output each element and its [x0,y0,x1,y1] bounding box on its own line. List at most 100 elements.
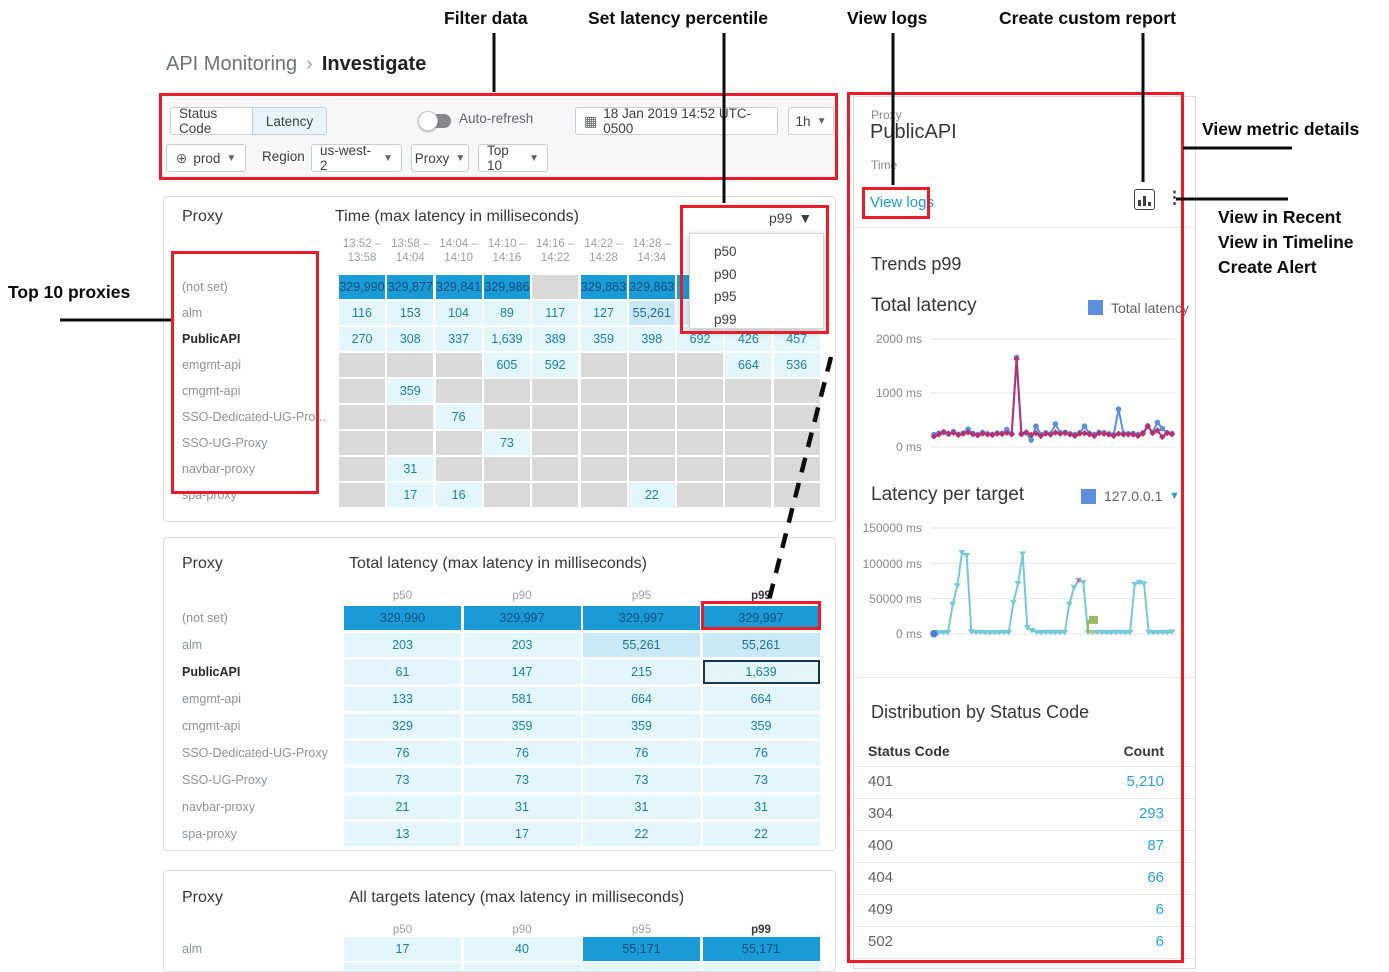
matrix-cell[interactable]: 55,261 [583,633,700,657]
matrix-cell[interactable] [725,457,772,481]
proxy-dropdown[interactable]: Proxy ▼ [411,144,469,172]
matrix-cell[interactable] [677,431,724,455]
matrix-cell[interactable] [677,353,724,377]
percentile-selector[interactable]: p99 ▼ [769,210,812,226]
matrix-cell[interactable]: 664 [583,687,700,711]
matrix-cell[interactable]: 17 [387,483,434,507]
matrix-cell[interactable]: 55,171 [702,937,820,961]
matrix-cell[interactable] [628,353,675,377]
matrix-cell[interactable]: 329,997 [702,606,820,630]
matrix-cell[interactable] [580,405,627,429]
matrix-cell[interactable]: 359 [580,327,627,351]
matrix-cell[interactable] [387,353,434,377]
matrix-cell[interactable]: 22 [702,822,820,846]
matrix-cell[interactable] [435,457,482,481]
view-logs-link[interactable]: View logs [870,194,934,211]
status-code-count-link[interactable]: 293 [1138,805,1164,822]
matrix-cell[interactable]: 31 [387,457,434,481]
matrix-cell[interactable] [628,405,675,429]
matrix-cell[interactable]: 22 [628,483,675,507]
matrix-cell[interactable]: 73 [344,768,461,792]
matrix-cell[interactable]: 17 [344,937,461,961]
matrix-cell[interactable] [677,483,724,507]
matrix-cell[interactable] [339,353,385,377]
matrix-cell[interactable]: 31 [583,795,700,819]
matrix-cell[interactable]: 329,841 [435,275,482,299]
matrix-cell[interactable]: 116 [339,301,385,325]
matrix-cell[interactable] [483,457,530,481]
matrix-cell[interactable] [435,353,482,377]
matrix-cell[interactable] [773,431,820,455]
matrix-cell[interactable]: 359 [463,714,581,738]
matrix-cell[interactable] [339,379,385,403]
matrix-cell[interactable] [532,379,579,403]
matrix-cell[interactable]: 389 [532,327,579,351]
matrix-cell[interactable] [483,483,530,507]
matrix-cell[interactable] [677,379,724,403]
matrix-cell[interactable]: 55,261 [702,633,820,657]
matrix-cell[interactable]: 592 [532,353,579,377]
matrix-cell[interactable]: 329,997 [463,606,581,630]
matrix-cell[interactable]: 73 [583,768,700,792]
matrix-cell[interactable] [435,379,482,403]
matrix-cell[interactable] [532,457,579,481]
datetime-picker[interactable]: ▦ 18 Jan 2019 14:52 UTC-0500 [575,106,778,136]
matrix-cell[interactable]: 359 [702,714,820,738]
matrix-cell[interactable] [725,405,772,429]
matrix-cell[interactable] [580,379,627,403]
matrix-cell[interactable] [628,431,675,455]
status-code-count-link[interactable]: 6 [1155,901,1164,918]
status-code-count-link[interactable]: 66 [1147,869,1164,886]
matrix-cell[interactable]: 203 [463,633,581,657]
status-code-count-link[interactable]: 5,210 [1126,773,1164,790]
matrix-cell[interactable]: 31 [463,795,581,819]
matrix-cell[interactable]: 40 [463,937,581,961]
matrix-cell[interactable] [532,275,579,299]
matrix-cell[interactable]: 1,639 [483,327,530,351]
matrix-cell[interactable]: 76 [702,741,820,765]
breadcrumb-section[interactable]: API Monitoring [166,53,298,75]
target-legend-dropdown[interactable]: 127.0.0.1 [1104,488,1163,504]
matrix-cell[interactable] [773,483,820,507]
matrix-cell[interactable] [773,457,820,481]
matrix-cell[interactable] [483,405,530,429]
matrix-cell[interactable] [583,963,700,971]
matrix-cell[interactable] [339,483,385,507]
matrix-cell[interactable]: 13 [344,822,461,846]
matrix-cell[interactable]: 147 [463,660,581,684]
matrix-cell[interactable] [580,431,627,455]
matrix-cell[interactable]: 73 [483,431,530,455]
matrix-cell[interactable]: 76 [463,741,581,765]
matrix-cell[interactable] [628,379,675,403]
matrix-cell[interactable]: 153 [387,301,434,325]
matrix-cell[interactable] [387,431,434,455]
matrix-cell[interactable]: 61 [344,660,461,684]
matrix-cell[interactable] [339,431,385,455]
matrix-cell[interactable]: 329 [344,714,461,738]
chevron-down-icon[interactable]: ▼ [1169,490,1180,502]
matrix-cell[interactable]: 76 [583,741,700,765]
matrix-cell[interactable]: 664 [725,353,772,377]
matrix-cell[interactable] [580,353,627,377]
matrix-cell[interactable] [580,483,627,507]
matrix-cell[interactable]: 329,986 [483,275,530,299]
matrix-cell[interactable]: 329,997 [583,606,700,630]
matrix-cell[interactable]: 203 [344,633,461,657]
matrix-cell[interactable]: 55,261 [628,301,675,325]
matrix-cell[interactable] [725,379,772,403]
matrix-cell[interactable]: 117 [532,301,579,325]
matrix-cell[interactable] [339,405,385,429]
matrix-cell[interactable]: 17 [463,822,581,846]
matrix-cell[interactable]: 89 [483,301,530,325]
auto-refresh-toggle[interactable] [418,111,451,131]
time-range-dropdown[interactable]: 1h ▼ [788,107,834,135]
matrix-cell[interactable]: 1,639 [702,660,820,684]
matrix-cell[interactable] [725,431,772,455]
matrix-cell[interactable] [483,379,530,403]
matrix-cell[interactable] [773,379,820,403]
matrix-cell[interactable]: 536 [773,353,820,377]
matrix-cell[interactable]: 133 [344,687,461,711]
matrix-cell[interactable] [628,457,675,481]
matrix-cell[interactable]: 329,990 [339,275,385,299]
matrix-cell[interactable]: 73 [702,768,820,792]
